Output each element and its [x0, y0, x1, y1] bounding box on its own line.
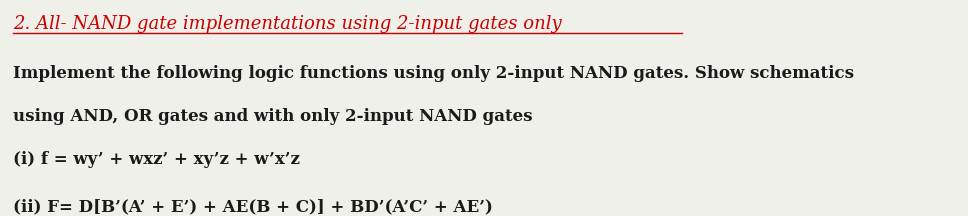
- Text: Implement the following logic functions using only 2-input NAND gates. Show sche: Implement the following logic functions …: [13, 65, 854, 82]
- Text: (i) f = wy’ + wxz’ + xy’z + w’x’z: (i) f = wy’ + wxz’ + xy’z + w’x’z: [13, 151, 299, 168]
- Text: 2. All- NAND gate implementations using 2-input gates only: 2. All- NAND gate implementations using …: [13, 15, 561, 33]
- Text: using AND, OR gates and with only 2-input NAND gates: using AND, OR gates and with only 2-inpu…: [13, 108, 532, 125]
- Text: (ii) F= D[B’(A’ + E’) + AE(B + C)] + BD’(A’C’ + AE’): (ii) F= D[B’(A’ + E’) + AE(B + C)] + BD’…: [13, 199, 493, 216]
